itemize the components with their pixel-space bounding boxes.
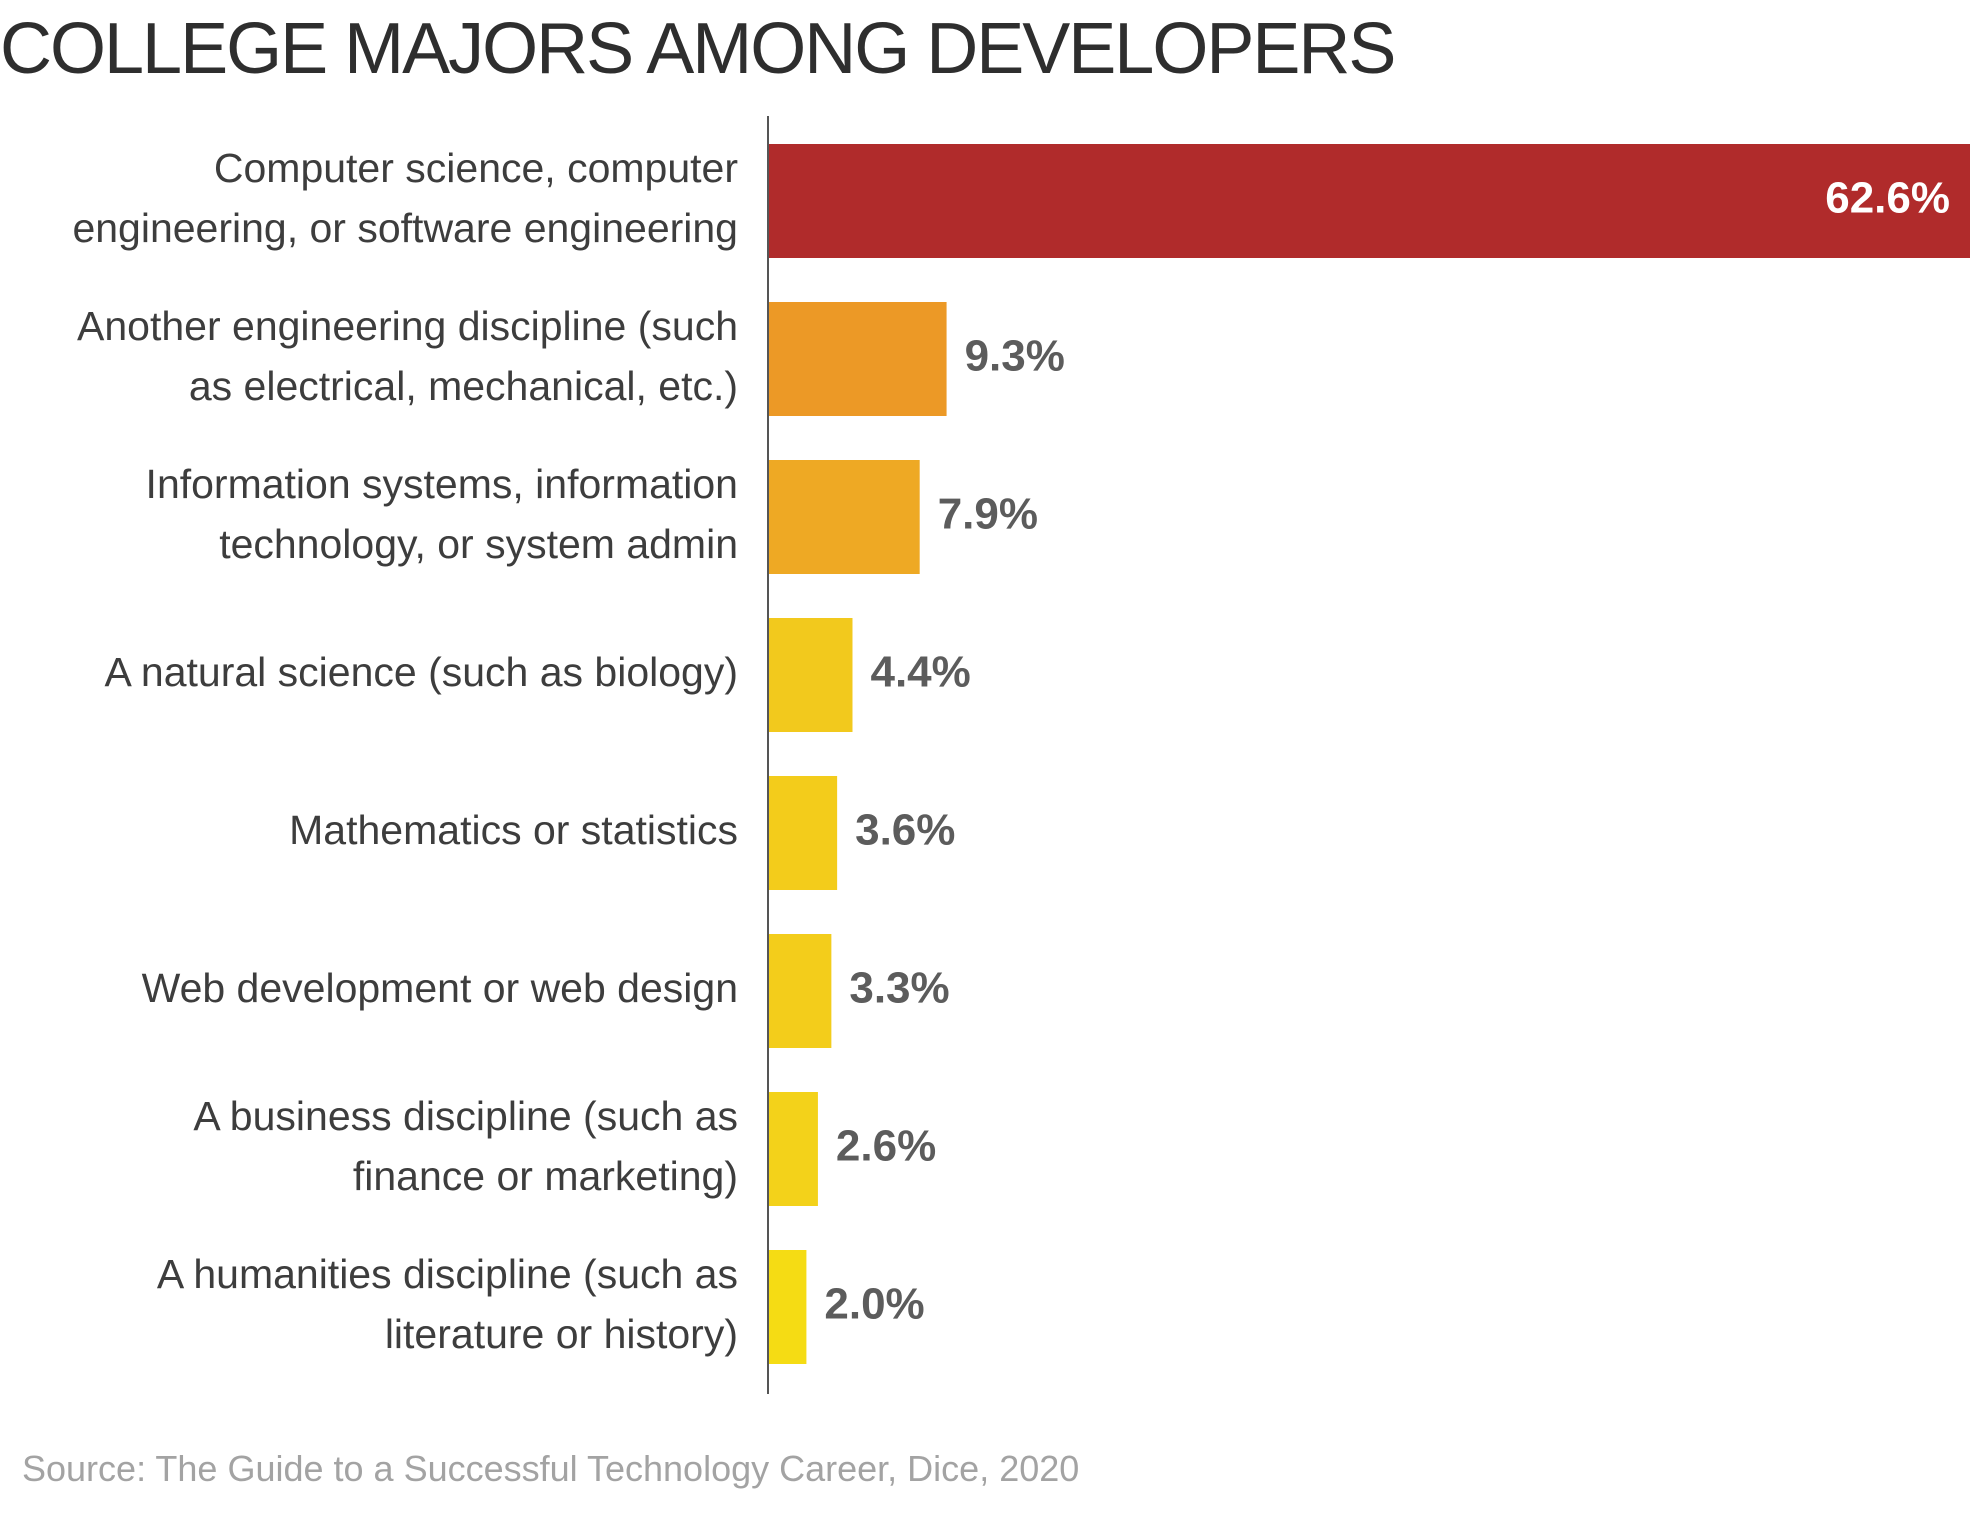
category-label-3: Information systems, information technolo… [146,461,738,567]
bar-4 [768,618,853,732]
value-label-1: 62.6% [1825,174,1950,223]
category-label-6: Web development or web design [142,965,738,1011]
bar-7 [768,1092,818,1206]
bar-5 [768,776,838,890]
category-label-2: Another engineering discipline (such as e… [77,303,738,409]
bar-8 [768,1250,807,1364]
source-note: Source: The Guide to a Successful Techno… [22,1448,1080,1489]
bar-1 [768,144,1970,258]
chart-title: COLLEGE MAJORS AMONG DEVELOPERS [0,9,1396,89]
value-label-4: 4.4% [870,648,970,697]
value-label-5: 3.6% [855,806,955,855]
bar-3 [768,460,920,574]
category-label-7: A business discipline (such as finance or… [193,1093,738,1199]
category-label-8: A humanities discipline (such as literatu… [157,1251,738,1357]
value-label-6: 3.3% [849,964,949,1013]
value-label-7: 2.6% [836,1122,936,1171]
value-label-8: 2.0% [824,1280,924,1329]
value-label-2: 9.3% [965,332,1065,381]
category-label-4: A natural science (such as biology) [104,649,738,695]
value-label-3: 7.9% [938,490,1038,539]
bar-2 [768,302,947,416]
category-label-5: Mathematics or statistics [289,807,738,853]
bar-6 [768,934,832,1048]
category-label-1: Computer science, computer engineering, o… [72,145,738,251]
bar-chart: Computer science, computer engineering, o… [72,116,1970,1394]
